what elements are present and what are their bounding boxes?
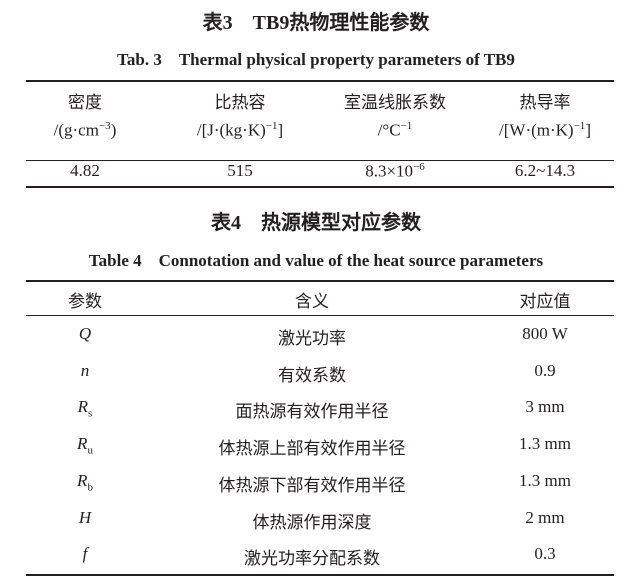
bottom-rule bbox=[26, 574, 614, 576]
top-rule bbox=[26, 280, 614, 282]
value-base: 8.3×10 bbox=[365, 161, 414, 181]
parameter-meaning: 激光功率 bbox=[278, 329, 346, 348]
parameter-meaning: 体热源下部有效作用半径 bbox=[218, 475, 406, 495]
parameter-symbol: Ru bbox=[77, 434, 93, 456]
parameter-value: 3 mm bbox=[525, 397, 565, 417]
column-header: 对应值 bbox=[519, 292, 571, 311]
value-cell: 8.3×10−6 bbox=[365, 161, 425, 182]
parameter-symbol: f bbox=[83, 544, 88, 564]
symbol-subscript: u bbox=[87, 444, 93, 457]
header-rule bbox=[26, 315, 614, 316]
value-cell: 6.2~14.3 bbox=[515, 161, 575, 181]
symbol: H bbox=[78, 507, 92, 527]
bottom-rule bbox=[26, 186, 614, 188]
table3-title-cn: 表3 TB9热物理性能参数 bbox=[202, 12, 430, 34]
column-header-name: 密度 bbox=[68, 93, 102, 112]
column-header-unit: /°C−1 bbox=[378, 120, 413, 141]
table4-title-cn: 表4 热源模型对应参数 bbox=[211, 212, 421, 234]
symbol-subscript: b bbox=[87, 481, 93, 494]
value-cell: 4.82 bbox=[70, 161, 100, 181]
unit-exponent: −1 bbox=[400, 120, 413, 132]
column-header: 参数 bbox=[68, 292, 102, 311]
top-rule bbox=[26, 80, 614, 82]
header-rule bbox=[26, 160, 614, 161]
unit-text: /[W·(m·K) bbox=[499, 120, 574, 140]
symbol: R bbox=[77, 434, 88, 454]
value-cell: 515 bbox=[227, 161, 253, 181]
parameter-symbol: Q bbox=[79, 324, 91, 344]
column-header: 含义 bbox=[295, 292, 329, 311]
parameter-symbol: H bbox=[79, 508, 91, 528]
table4-title-en: Table 4 Connotation and value of the hea… bbox=[88, 251, 544, 270]
unit-exponent: −1 bbox=[265, 120, 278, 132]
symbol: n bbox=[80, 360, 90, 380]
parameter-value: 2 mm bbox=[525, 507, 565, 527]
unit-text: /[J·(kg·K) bbox=[196, 120, 266, 140]
parameter-meaning: 体热源作用深度 bbox=[252, 512, 372, 532]
value-exponent: −6 bbox=[413, 161, 425, 173]
column-header-name: 比热容 bbox=[214, 93, 266, 112]
column-header-unit: /[J·(kg·K)−1] bbox=[197, 120, 283, 141]
value-base: 4.82 bbox=[70, 161, 100, 180]
parameter-symbol: Rs bbox=[78, 397, 93, 419]
unit-text: /°C bbox=[377, 120, 401, 140]
parameter-meaning: 有效系数 bbox=[278, 365, 346, 385]
unit-end: ] bbox=[585, 120, 591, 140]
column-header-name: 室温线胀系数 bbox=[344, 93, 446, 112]
table3-title-en: Tab. 3 Thermal physical property paramet… bbox=[117, 50, 515, 69]
parameter-value: 0.3 bbox=[534, 544, 556, 564]
column-header-unit: /(g·cm−3) bbox=[54, 120, 117, 141]
unit-end: ] bbox=[277, 120, 284, 140]
parameter-value: 1.3 mm bbox=[519, 470, 571, 490]
column-header-unit: /[W·(m·K)−1] bbox=[499, 120, 591, 141]
parameter-value: 1.3 mm bbox=[519, 434, 571, 454]
parameter-meaning: 面热源有效作用半径 bbox=[235, 402, 389, 422]
symbol: R bbox=[77, 470, 88, 490]
value-base: 6.2~14.3 bbox=[514, 161, 576, 180]
unit-end: ) bbox=[110, 120, 117, 140]
symbol-subscript: s bbox=[88, 407, 93, 420]
parameter-symbol: n bbox=[81, 361, 90, 381]
value-base: 515 bbox=[227, 161, 253, 180]
unit-exponent: −1 bbox=[573, 120, 586, 132]
parameter-value: 800 W bbox=[522, 324, 568, 343]
symbol: Q bbox=[78, 324, 92, 343]
symbol: R bbox=[77, 397, 89, 417]
parameter-value: 0.9 bbox=[534, 360, 556, 380]
symbol: f bbox=[82, 544, 88, 564]
unit-exponent: −3 bbox=[98, 120, 111, 132]
column-header-name: 热导率 bbox=[519, 93, 571, 112]
parameter-symbol: Rb bbox=[77, 471, 93, 493]
parameter-meaning: 体热源上部有效作用半径 bbox=[218, 439, 406, 459]
unit-text: /(g·cm bbox=[53, 120, 99, 140]
parameter-meaning: 激光功率分配系数 bbox=[244, 549, 380, 569]
